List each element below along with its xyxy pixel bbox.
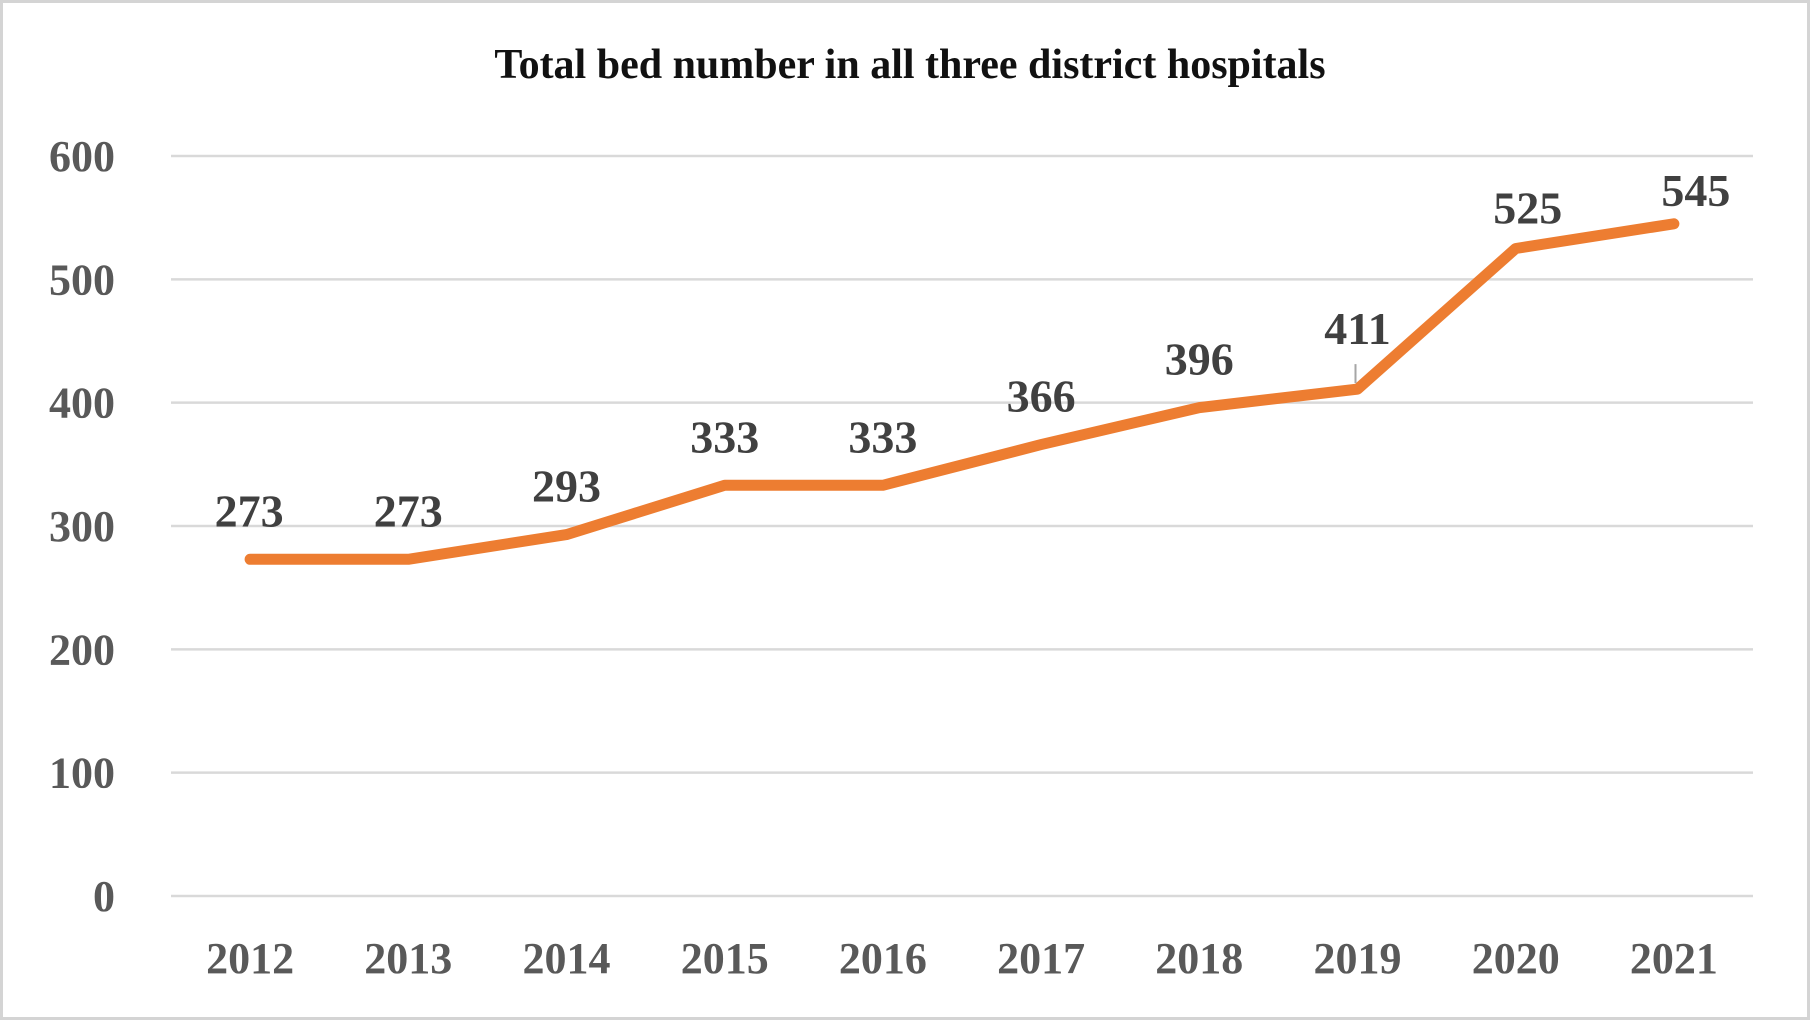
data-point [1514,247,1517,250]
data-point [1356,388,1359,391]
y-axis-ticks: 0 100 200 300 400 500 600 [49,132,115,921]
x-tick-label: 2020 [1472,934,1560,983]
data-point [1672,222,1675,225]
line-chart: Total bed number in all three district h… [49,42,1753,983]
data-point [723,484,726,487]
data-labels: 273 273 293 333 333 366 396 411 525 545 [215,165,1731,536]
data-label: 366 [1007,371,1076,422]
x-tick-label: 2018 [1155,934,1243,983]
data-point [881,484,884,487]
gridlines [171,154,1753,898]
data-label: 525 [1493,183,1562,234]
data-label: 333 [848,411,917,462]
y-tick-label: 500 [49,255,115,304]
x-tick-label: 2013 [364,934,452,983]
data-label: 545 [1661,165,1730,216]
x-axis-ticks: 2012 2013 2014 2015 2016 2017 2018 2019 2020 2021 [206,934,1718,983]
y-tick-label: 400 [49,379,115,428]
data-label: 411 [1324,303,1390,354]
data-label: 273 [215,485,284,536]
data-label: 293 [532,461,601,512]
x-tick-label: 2014 [523,934,611,983]
data-label: 333 [690,411,759,462]
x-tick-label: 2019 [1314,934,1402,983]
data-point [249,558,252,561]
x-tick-label: 2017 [997,934,1085,983]
x-tick-label: 2015 [681,934,769,983]
data-point [407,558,410,561]
chart-title: Total bed number in all three district h… [494,42,1325,88]
x-tick-label: 2016 [839,934,927,983]
y-tick-label: 200 [49,625,115,674]
series-layer [244,218,1680,565]
data-label: 273 [374,485,443,536]
y-tick-label: 600 [49,132,115,181]
x-tick-label: 2021 [1630,934,1718,983]
data-point [1040,443,1043,446]
data-point [1198,406,1201,409]
series-line [244,218,1680,565]
y-tick-label: 100 [49,749,115,798]
data-label: 396 [1165,334,1234,385]
y-tick-label: 300 [49,502,115,551]
data-point [565,533,568,536]
y-tick-label: 0 [93,872,115,921]
x-tick-label: 2012 [206,934,294,983]
